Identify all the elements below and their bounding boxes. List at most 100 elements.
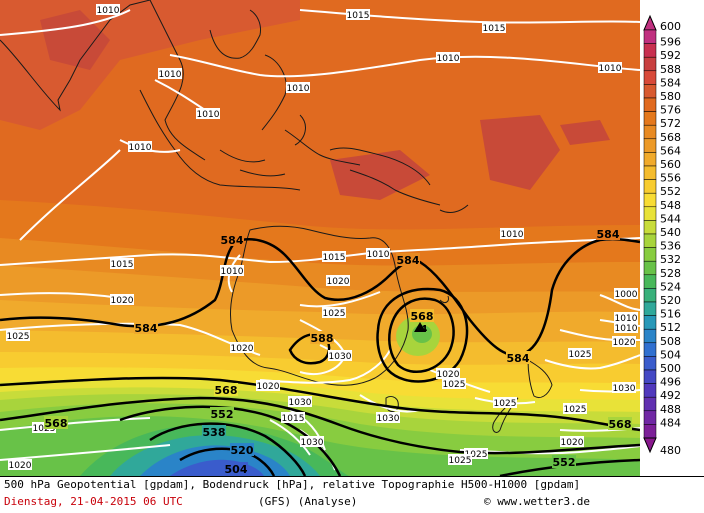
caption-credit: © www.wetter3.de — [484, 495, 590, 508]
legend-swatch — [643, 260, 657, 276]
legend-swatch — [643, 152, 657, 167]
isobar-label: 1010 — [129, 143, 152, 153]
isobar-label: 1010 — [197, 110, 220, 120]
legend-tick-label: 564 — [660, 144, 681, 157]
geopotential-label: 584 — [397, 254, 420, 267]
legend-tick-label: 600 — [660, 20, 681, 33]
geopotential-label-layer: 584 584 584 584 584 588 568 568 568 568 … — [44, 227, 632, 476]
legend-swatch — [643, 220, 657, 235]
geopotential-label: 538 — [203, 426, 226, 439]
geopotential-label: 504 — [225, 463, 248, 476]
legend-swatch — [643, 396, 657, 412]
isobar-label: 1025 — [443, 380, 466, 390]
legend-swatch — [643, 274, 657, 289]
geopotential-label: 568 — [411, 310, 434, 323]
isobar-label: 1030 — [289, 398, 312, 408]
legend-tick-label: 592 — [660, 49, 681, 62]
isobar-label: 1020 — [9, 461, 32, 471]
geopotential-label: 552 — [211, 408, 234, 421]
isobar-label: 1010 — [437, 54, 460, 64]
legend-swatch — [643, 301, 657, 316]
legend-tick-label: 596 — [660, 36, 681, 49]
geopotential-label: 568 — [45, 417, 68, 430]
legend-tick-label: 528 — [660, 267, 681, 280]
legend-tick-label: 544 — [660, 212, 681, 225]
legend-swatch — [643, 247, 657, 262]
shading-band-588-a — [40, 10, 110, 70]
legend-swatch — [643, 84, 657, 99]
legend-swatch — [643, 43, 657, 58]
legend-tick-label: 548 — [660, 199, 681, 212]
legend-tick-label: 496 — [660, 376, 681, 389]
isobar-label-layer: 1010 1010 1015 1010 1015 1010 1010 1010 … — [6, 4, 638, 471]
shading-band-588-d — [330, 150, 430, 200]
coastlines — [0, 0, 553, 433]
geopotential-label: 588 — [311, 332, 334, 345]
low-pressure-marker: 4 — [421, 324, 428, 335]
legend-swatch — [643, 179, 657, 194]
legend-tick-label: 552 — [660, 185, 681, 198]
legend-tick-label: 572 — [660, 117, 681, 130]
legend-swatch — [643, 192, 657, 208]
isobar-label: 1010 — [159, 70, 182, 80]
isobar-label: 1010 — [501, 230, 524, 240]
isobar-label: 1015 — [347, 11, 370, 21]
legend-tick-label: 540 — [660, 226, 681, 239]
legend-swatch — [643, 410, 657, 425]
geopotential-label: 552 — [553, 456, 576, 469]
isobar-label: 1010 — [599, 64, 622, 74]
legend-tick-label: 504 — [660, 348, 681, 361]
isobar-label: 1015 — [323, 253, 346, 263]
isobar-label: 1020 — [437, 370, 460, 380]
geopotential-label: 584 — [507, 352, 530, 365]
isobar-label: 1010 — [97, 6, 120, 16]
shading-band-588-c — [560, 120, 610, 145]
legend-swatch — [643, 124, 657, 140]
legend-swatch — [643, 206, 657, 221]
legend-swatch — [643, 165, 657, 180]
legend-swatch — [643, 288, 657, 303]
isobar-label: 1020 — [613, 338, 636, 348]
geopotential-label: 584 — [597, 228, 620, 241]
legend-swatch — [643, 97, 657, 112]
isobar-label: 1020 — [561, 438, 584, 448]
isobar-label: 1015 — [111, 260, 134, 270]
legend-swatch — [643, 138, 657, 153]
legend-swatch — [643, 70, 657, 85]
legend-swatch — [643, 424, 657, 439]
isobar-label: 1010 — [615, 314, 638, 324]
geopotential-label: 520 — [231, 444, 254, 457]
legend-swatch — [643, 356, 657, 371]
isobar-label: 1010 — [367, 250, 390, 260]
legend-swatch — [643, 315, 657, 330]
legend-tick-label: 492 — [660, 389, 681, 402]
legend-tick-label: 580 — [660, 90, 681, 103]
isobar-label: 1030 — [377, 414, 400, 424]
isobar-label: 1030 — [301, 438, 324, 448]
legend-tick-label: 556 — [660, 172, 681, 185]
legend-tick-label: 524 — [660, 280, 681, 293]
legend-tick-label: 508 — [660, 335, 681, 348]
geopotential-label: 584 — [221, 234, 244, 247]
map-caption-footer: 500 hPa Geopotential [gpdam], Bodendruck… — [0, 476, 704, 513]
legend-swatch — [643, 56, 657, 72]
isobar-label: 1025 — [465, 450, 488, 460]
legend-swatch — [643, 383, 657, 398]
low-triangle-marker — [414, 322, 426, 332]
legend-tick-label: 520 — [660, 294, 681, 307]
legend-tick-label: 532 — [660, 253, 681, 266]
legend-tick-label: 568 — [660, 131, 681, 144]
isobar-label: 1025 — [449, 456, 472, 466]
legend-tick-label: 500 — [660, 362, 681, 375]
isobar-label: 1015 — [483, 24, 506, 34]
isobar-label: 1030 — [613, 384, 636, 394]
legend-tick-label: 484 — [660, 416, 681, 429]
color-scale-legend: 600 596 592 588 584 580 576 572 568 564 560 556 552 5… — [640, 0, 704, 476]
legend-tick-label: 516 — [660, 308, 681, 321]
legend-tick-label: 488 — [660, 403, 681, 416]
isobar-label: 1025 — [494, 399, 517, 409]
legend-swatch — [643, 29, 657, 44]
weather-map: 1010 1010 1015 1010 1015 1010 1010 1010 … — [0, 0, 640, 476]
isobar-label: 1025 — [323, 309, 346, 319]
legend-swatch — [643, 111, 657, 126]
